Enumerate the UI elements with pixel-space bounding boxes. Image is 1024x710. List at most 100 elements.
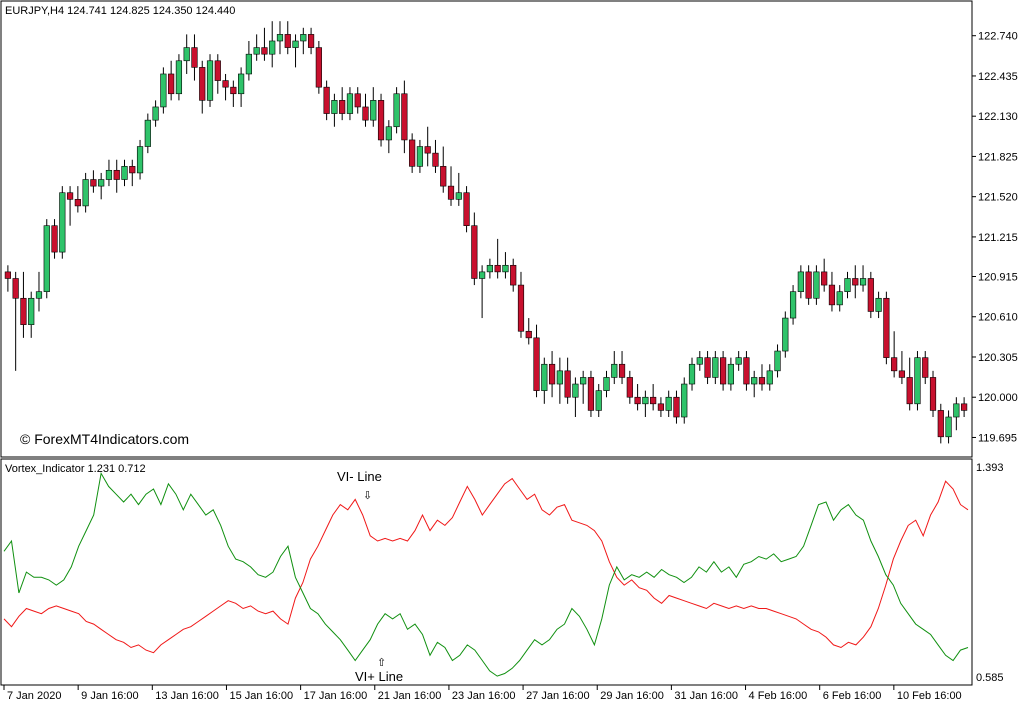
candle-body-bear xyxy=(867,278,874,312)
candle xyxy=(307,27,315,55)
candle xyxy=(276,21,284,55)
candle-body-bear xyxy=(4,271,11,279)
candle xyxy=(821,258,828,292)
candle-body-bull xyxy=(712,357,719,378)
candle xyxy=(572,377,579,418)
candle xyxy=(650,384,657,411)
vi-minus-label: VI- Line xyxy=(337,469,382,484)
candle xyxy=(4,265,11,292)
candle-body-bull xyxy=(665,396,672,411)
candle xyxy=(727,357,734,391)
candle-body-bear xyxy=(883,297,890,358)
candle xyxy=(696,351,703,371)
candle-body-bear xyxy=(587,377,595,411)
candle-body-bear xyxy=(533,337,540,391)
candle xyxy=(712,351,719,385)
candle xyxy=(805,265,812,305)
candle-body-bull xyxy=(751,377,758,385)
price-tick-label: 121.215 xyxy=(978,232,1018,244)
candle xyxy=(370,87,377,127)
candle-body-bull xyxy=(245,53,252,75)
vi-plus-series-line xyxy=(3,471,969,677)
candle xyxy=(362,93,369,127)
price-axis: 122.740 122.435 122.130 121.825 121.520 121.2… xyxy=(972,31,1018,444)
candle xyxy=(797,265,804,299)
candle-body-bear xyxy=(564,370,571,398)
candle xyxy=(852,265,859,299)
time-tick-label: 4 Feb 16:00 xyxy=(749,690,808,702)
candle xyxy=(331,93,338,127)
candle xyxy=(945,410,952,444)
candle-body-bull xyxy=(98,179,105,187)
vi-minus-arrow-icon: ⇩ xyxy=(363,490,372,502)
candle-body-bull xyxy=(875,297,882,312)
candle-body-bear xyxy=(12,278,19,299)
candle-body-bull xyxy=(175,60,183,95)
main-title: EURJPY,H4 124.741 124.825 124.350 124.44… xyxy=(5,5,235,17)
candle-body-bull xyxy=(346,93,354,114)
candle xyxy=(269,21,276,68)
candle xyxy=(183,34,190,74)
candle xyxy=(875,291,882,319)
candle-body-bear xyxy=(937,410,944,438)
candle-body-bull xyxy=(766,370,773,385)
time-tick-label: 29 Jan 16:00 xyxy=(600,690,664,702)
candle-body-bull xyxy=(789,291,797,319)
candle xyxy=(206,54,214,107)
candle-body-bull xyxy=(416,146,424,167)
time-axis: 7 Jan 2020 9 Jan 16:00 13 Jan 16:00 15 Jan … xyxy=(3,685,962,702)
candle-body-bear xyxy=(90,179,97,187)
candle-body-bear xyxy=(961,403,968,411)
candle-body-bear xyxy=(199,67,206,101)
candle xyxy=(883,291,890,365)
candle xyxy=(479,265,486,319)
candle-body-bear xyxy=(51,225,58,253)
candle xyxy=(828,271,836,312)
candle-body-bear xyxy=(891,357,898,372)
candle xyxy=(230,80,237,107)
candle xyxy=(611,351,618,385)
indicator-title: Vortex_Indicator 1.231 0.712 xyxy=(5,463,146,475)
candle-body-bull xyxy=(595,390,602,411)
candle xyxy=(494,238,501,279)
candle xyxy=(51,219,58,259)
candle-body-bear xyxy=(626,377,633,398)
candle xyxy=(673,390,680,424)
candle-body-bear xyxy=(463,192,470,227)
candle xyxy=(774,344,781,378)
candle-body-bear xyxy=(548,363,556,385)
time-tick-label: 6 Feb 16:00 xyxy=(823,690,882,702)
candle xyxy=(222,73,229,101)
candle-body-bear xyxy=(471,225,478,279)
candle xyxy=(556,357,563,404)
candle-body-bear xyxy=(362,106,369,121)
candle-body-bear xyxy=(66,192,74,200)
candle-body-bull xyxy=(642,396,649,405)
candle-body-bull xyxy=(688,363,696,385)
time-tick-label: 9 Jan 16:00 xyxy=(81,690,138,702)
time-tick-label: 15 Jan 16:00 xyxy=(229,690,293,702)
price-tick-label: 121.520 xyxy=(978,192,1018,204)
candle xyxy=(720,351,727,391)
candle xyxy=(525,318,532,345)
candle xyxy=(129,159,136,187)
vortex-group xyxy=(3,471,969,677)
candle-body-bear xyxy=(650,396,657,405)
candle-body-bull xyxy=(455,192,462,200)
candle-body-bear xyxy=(906,377,913,405)
candle-body-bull xyxy=(859,278,867,286)
candle-body-bear xyxy=(222,80,229,88)
candle-body-bull xyxy=(43,225,50,292)
candle-body-bear xyxy=(922,357,929,378)
candle xyxy=(105,159,113,187)
candle xyxy=(914,351,921,411)
price-tick-label: 121.825 xyxy=(978,151,1018,163)
watermark: © ForexMT4Indicators.com xyxy=(20,431,189,447)
candle xyxy=(191,34,198,81)
candle-body-bull xyxy=(782,317,789,352)
candle xyxy=(245,40,252,81)
candle xyxy=(90,170,97,193)
candle-body-bull xyxy=(238,73,245,95)
candle xyxy=(121,159,128,187)
